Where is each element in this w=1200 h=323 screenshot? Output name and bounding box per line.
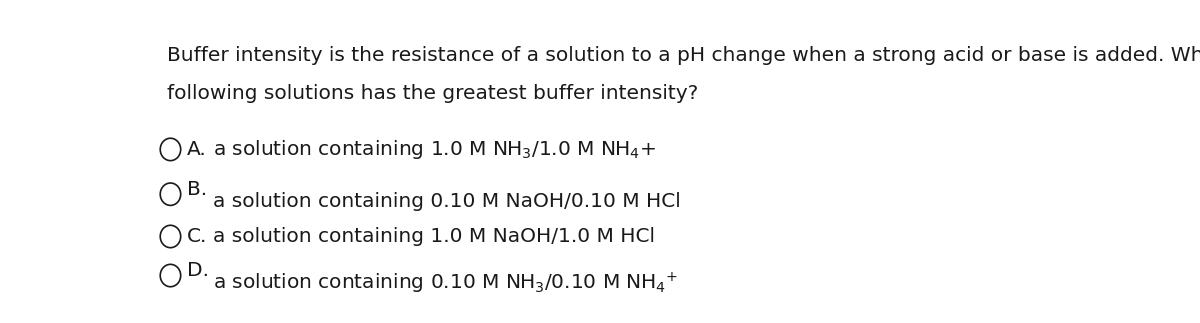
Text: following solutions has the greatest buffer intensity?: following solutions has the greatest buf… <box>167 84 698 102</box>
Text: C.: C. <box>187 227 208 246</box>
Text: a solution containing 1.0 M NaOH/1.0 M HCl: a solution containing 1.0 M NaOH/1.0 M H… <box>214 227 655 246</box>
Text: a solution containing 0.10 M NaOH/0.10 M HCl: a solution containing 0.10 M NaOH/0.10 M… <box>214 192 680 211</box>
Text: Buffer intensity is the resistance of a solution to a pH change when a strong ac: Buffer intensity is the resistance of a … <box>167 46 1200 65</box>
Text: A.: A. <box>187 140 206 159</box>
Text: a solution containing 0.10 M NH$_{3}$/0.10 M NH$_{4}$$^{+}$: a solution containing 0.10 M NH$_{3}$/0.… <box>214 270 678 296</box>
Text: D.: D. <box>187 261 209 280</box>
Text: B.: B. <box>187 180 208 199</box>
Text: a solution containing 1.0 M NH$_{3}$/1.0 M NH$_{4}$+: a solution containing 1.0 M NH$_{3}$/1.0… <box>214 138 656 161</box>
